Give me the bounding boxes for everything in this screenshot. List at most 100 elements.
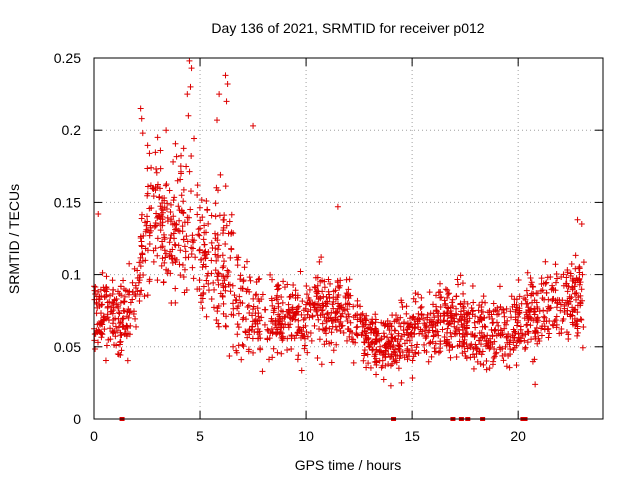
data-point [166,239,173,246]
data-point [328,359,335,366]
data-point [136,277,143,284]
data-point [557,307,564,314]
data-point [318,307,325,314]
data-point [338,323,345,330]
data-point [303,291,310,298]
data-point [168,201,175,208]
data-point [499,345,506,352]
data-point [179,228,186,235]
data-point [464,331,471,338]
data-point [423,333,430,340]
data-point [181,266,188,273]
data-point [212,245,219,252]
data-point [435,349,442,356]
data-point [545,296,552,303]
data-point [153,169,160,176]
data-point [269,354,276,361]
data-point [189,239,196,246]
data-point [138,215,145,222]
data-point [215,303,222,310]
data-point [441,310,448,317]
data-point [150,258,157,265]
data-point [517,335,524,342]
data-point [511,334,518,341]
data-point [417,326,424,333]
data-point [95,339,102,346]
data-point [451,312,458,319]
data-point [180,209,187,216]
data-point [314,282,321,289]
data-point [220,300,227,307]
data-point [127,307,134,314]
data-point [194,191,201,198]
data-point [116,320,123,327]
data-point [300,316,307,323]
data-point [146,240,153,247]
data-point [255,313,262,320]
data-point [158,262,165,269]
data-point [226,353,233,360]
data-point [304,311,311,318]
data-point [265,327,272,334]
data-point [574,325,581,332]
data-point [533,324,540,331]
data-point [476,302,483,309]
data-point [345,292,352,299]
data-point [256,275,263,282]
data-point [531,330,538,337]
data-point [110,329,117,336]
data-point [132,293,139,300]
data-point [538,275,545,282]
data-point [212,200,219,207]
data-point [250,295,257,302]
data-point [223,313,230,320]
data-point [378,335,385,342]
data-point [146,229,153,236]
data-point [250,306,257,313]
data-point [453,293,460,300]
data-point [418,311,425,318]
data-point [507,337,514,344]
data-point [303,283,310,290]
data-point [216,91,223,98]
data-point [301,345,308,352]
data-point [360,357,367,364]
data-point [329,301,336,308]
data-point [414,341,421,348]
data-point [318,254,325,261]
data-point [252,292,259,299]
data-point [109,320,116,327]
data-point [156,193,163,200]
data-point [121,298,128,305]
data-point [472,324,479,331]
data-point [172,285,179,292]
data-point [189,264,196,271]
data-point [403,310,410,317]
data-point [306,286,313,293]
data-point [330,294,337,301]
data-point [399,303,406,310]
data-point [344,326,351,333]
data-point [99,269,106,276]
data-point [522,296,529,303]
data-point [302,305,309,312]
data-point [215,323,222,330]
data-point [284,281,291,288]
data-point [357,303,364,310]
data-point [350,303,357,310]
data-point [142,245,149,252]
data-point [117,299,124,306]
data-point [354,302,361,309]
data-point [401,340,408,347]
data-point [210,304,217,311]
data-point [298,367,305,374]
data-point [539,295,546,302]
data-point [574,309,581,316]
data-point [421,320,428,327]
data-point [233,297,240,304]
data-point [163,250,170,257]
data-point [272,320,279,327]
data-point [395,330,402,337]
data-point [255,276,262,283]
